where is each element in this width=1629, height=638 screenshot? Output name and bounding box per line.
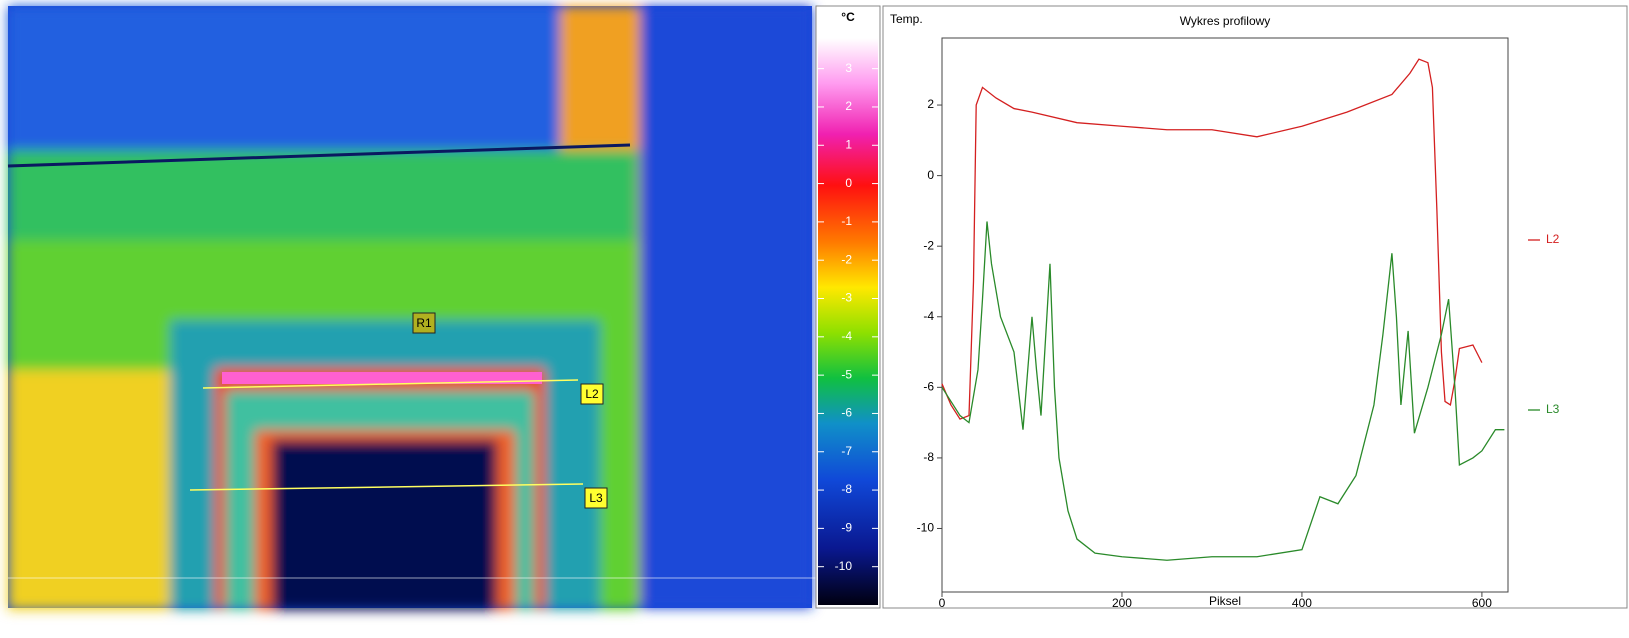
marker-box [584,487,608,509]
marker-box [580,383,604,405]
x-tick-label: 200 [1112,596,1132,610]
marker-label: L3 [589,491,603,505]
thermal-image [7,6,1629,610]
series-line [941,58,1483,420]
y-tick-label: -6 [923,380,934,394]
scale-tick-label: 3 [845,61,852,75]
color-scale-bar [818,38,878,605]
y-tick-label: 2 [927,97,934,111]
scale-tick-label: -6 [841,406,852,420]
scale-tick-label: -1 [841,214,852,228]
scale-tick-label: -7 [841,444,852,458]
y-tick-label: -10 [917,521,935,535]
y-tick-label: 0 [927,168,934,182]
marker-label: R1 [416,316,432,330]
scale-tick-label: -10 [835,559,853,573]
x-tick-label: 400 [1292,596,1312,610]
plot-area [941,37,1509,593]
x-tick-label: 0 [939,596,946,610]
scale-tick-label: 0 [845,176,852,190]
marker-label: L2 [585,387,599,401]
chart-title: Wykres profilowy [1180,14,1271,28]
scale-tick-label: -4 [841,329,852,343]
y-axis-label: Temp. [890,12,923,26]
y-tick-label: -8 [923,450,934,464]
scale-tick-label: 1 [845,137,852,151]
scale-tick-label: 2 [845,99,852,113]
scale-tick-label: -3 [841,291,852,305]
y-tick-label: -4 [923,309,934,323]
marker-box [412,312,436,334]
scale-tick-label: -8 [841,482,852,496]
color-scale-unit: °C [841,10,855,24]
legend-label: L2 [1546,232,1560,246]
legend-label: L3 [1546,402,1560,416]
series-line [941,221,1505,561]
y-tick-label: -2 [923,238,934,252]
x-axis-label: Piksel [1209,594,1241,608]
scale-tick-label: -9 [841,521,852,535]
scale-tick-label: -2 [841,252,852,266]
scale-tick-label: -5 [841,367,852,381]
x-tick-label: 600 [1472,596,1492,610]
